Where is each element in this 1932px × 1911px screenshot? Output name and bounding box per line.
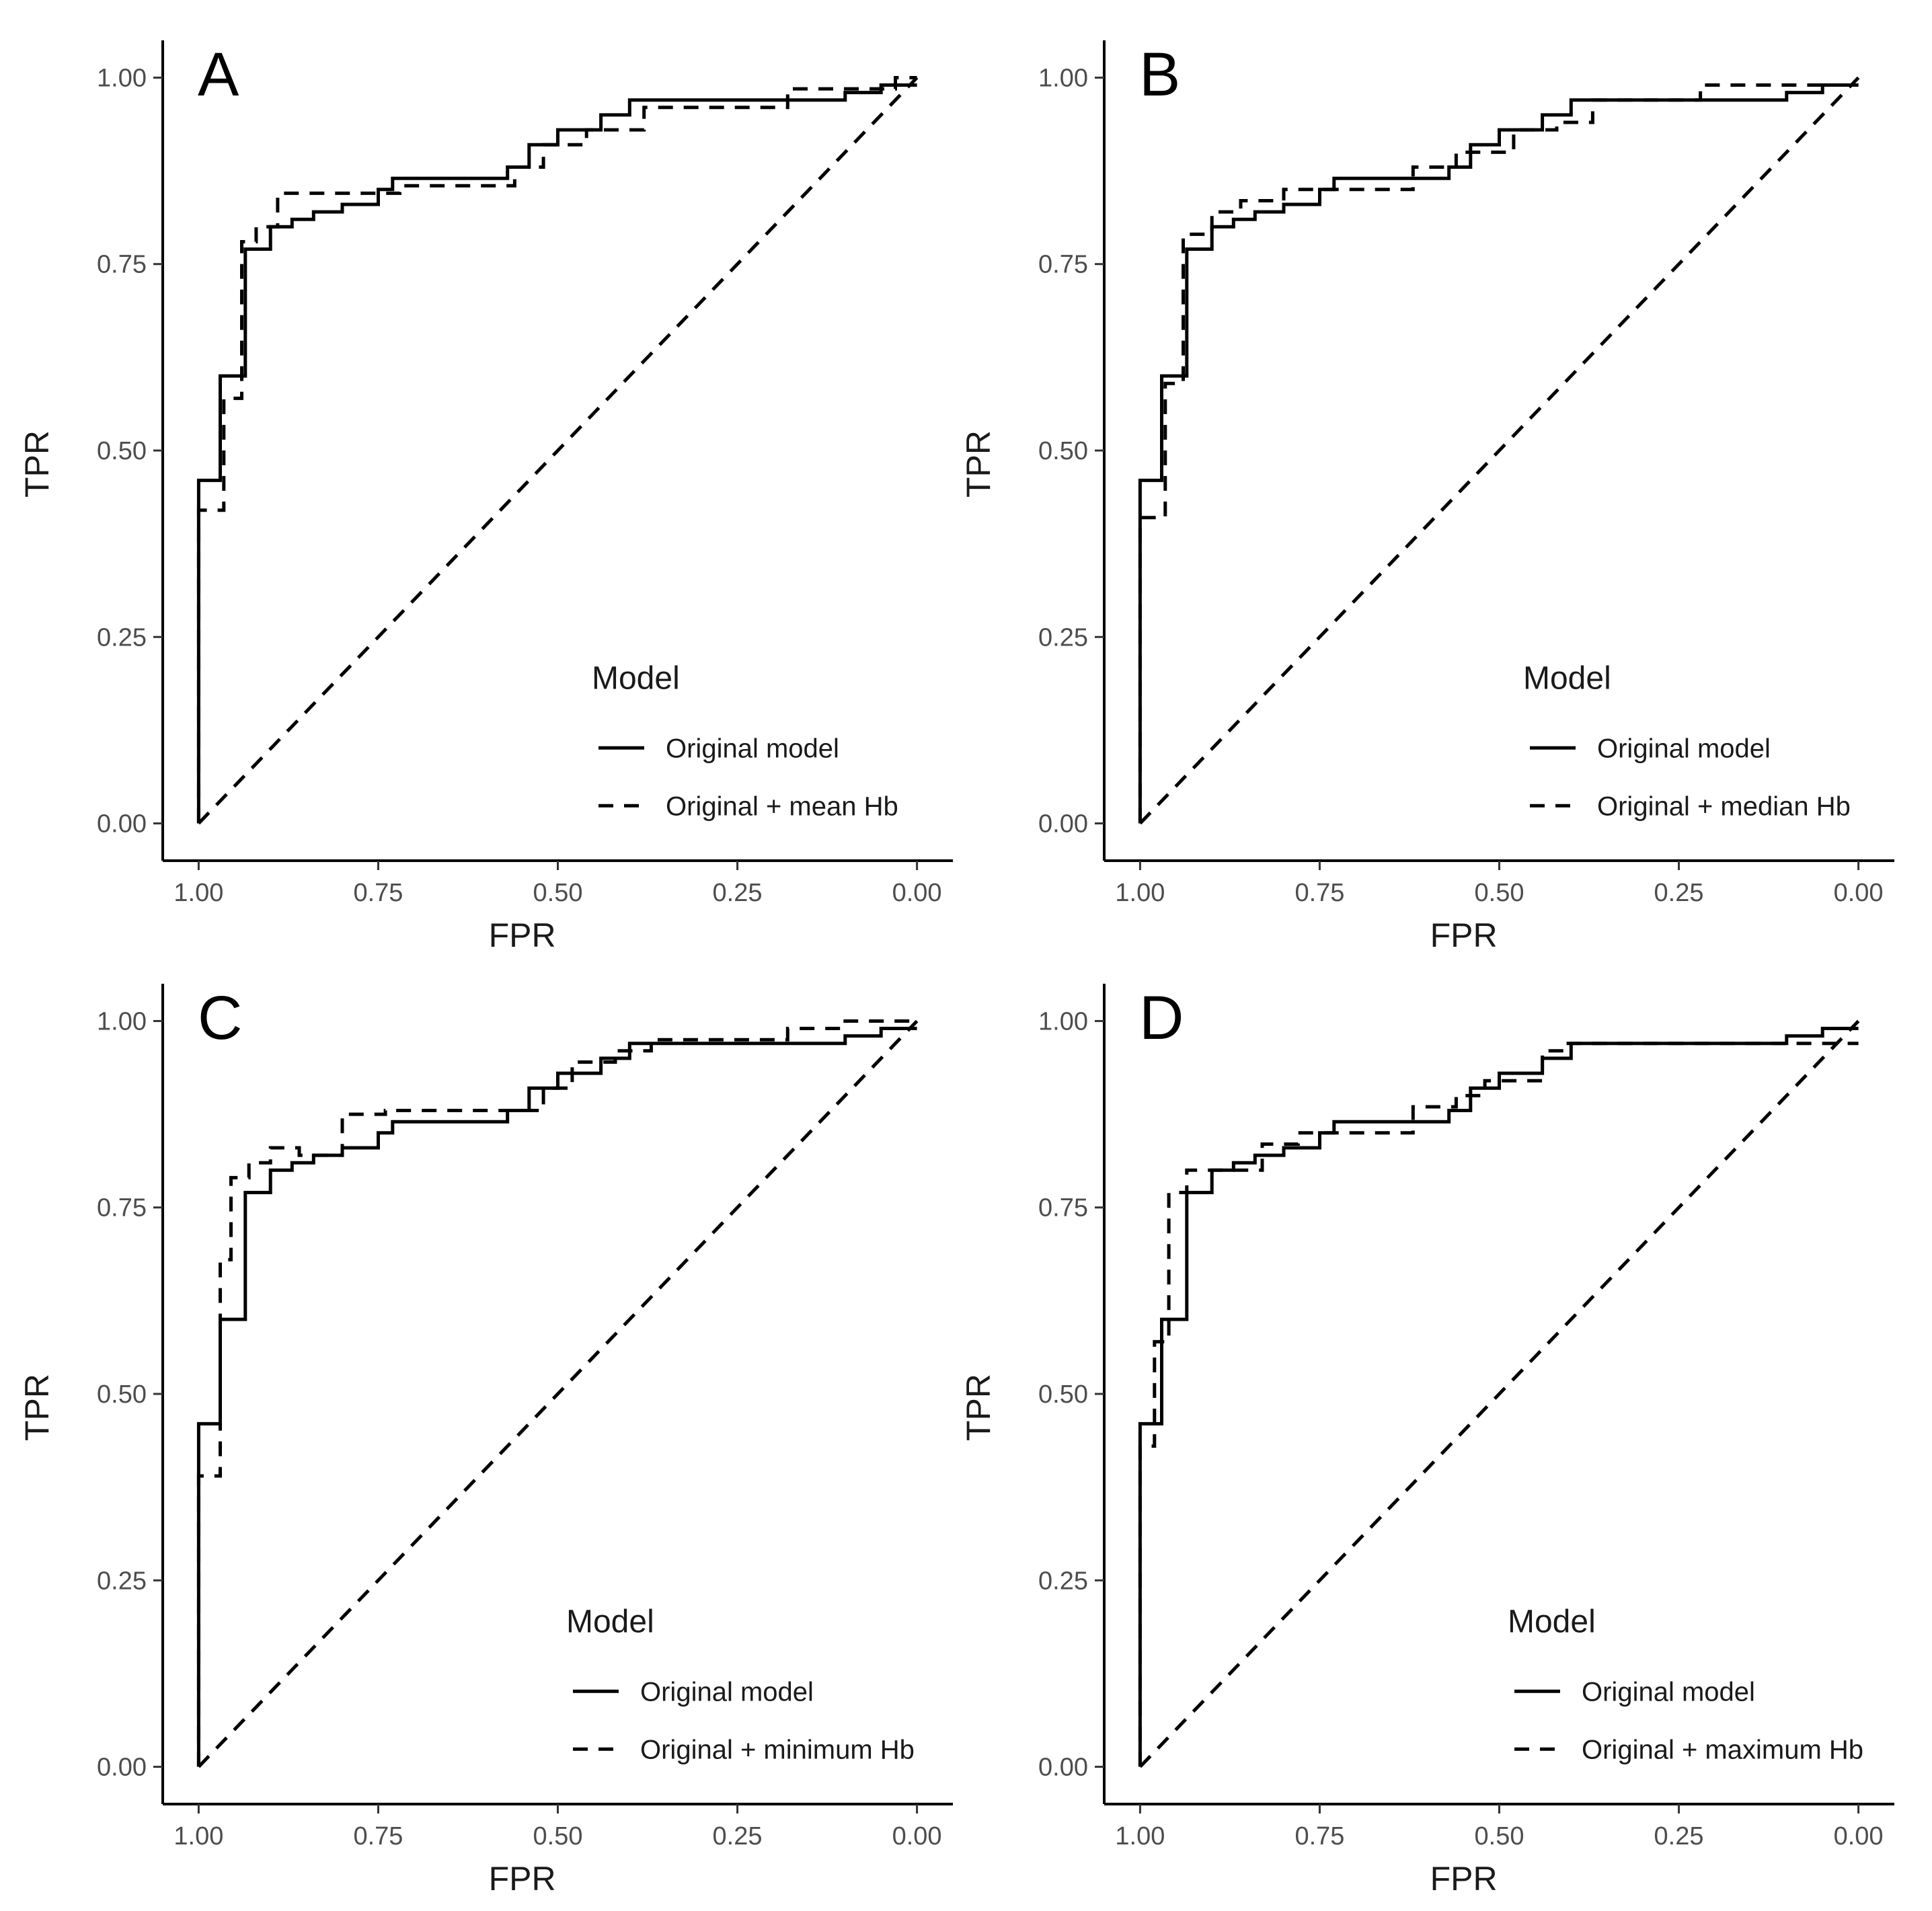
legend-label: Original model bbox=[1582, 1677, 1755, 1707]
legend-title: Model bbox=[592, 660, 680, 696]
panel-d: 1.00 0.75 0.50 0.25 0.00 0.00 0.25 0.50 0.75 1.00… bbox=[960, 984, 1894, 1898]
x-tick-label: 0.50 bbox=[533, 879, 583, 907]
y-tick-label: 0.75 bbox=[1038, 1194, 1088, 1222]
legend-label: Original + maximum Hb bbox=[1582, 1735, 1863, 1764]
series-augmented-model-line bbox=[1138, 83, 1859, 824]
chance-diagonal-line bbox=[1138, 76, 1860, 825]
x-tick-label: 0.25 bbox=[1654, 879, 1704, 907]
legend-title: Model bbox=[566, 1604, 654, 1639]
panel-b: 1.00 0.75 0.50 0.25 0.00 0.00 0.25 0.50 0.75 1.00… bbox=[960, 40, 1894, 954]
panel-c: 1.00 0.75 0.50 0.25 0.00 0.00 0.25 0.50 0.75 1.00… bbox=[18, 984, 953, 1898]
chance-diagonal-line bbox=[197, 76, 919, 825]
y-tick-label: 0.00 bbox=[1038, 810, 1088, 838]
y-tick-label: 0.25 bbox=[1038, 623, 1088, 652]
chance-diagonal-line bbox=[1138, 1019, 1860, 1768]
x-tick-label: 1.00 bbox=[1115, 879, 1165, 907]
y-tick-label: 0.50 bbox=[1038, 1380, 1088, 1409]
series-original-model-line bbox=[196, 1027, 917, 1767]
y-tick-label: 0.50 bbox=[97, 1380, 147, 1409]
x-tick-label: 0.75 bbox=[353, 1822, 403, 1850]
y-tick-label: 0.25 bbox=[97, 1567, 147, 1595]
x-axis-title: FPR bbox=[489, 916, 556, 954]
y-tick-label: 0.25 bbox=[97, 623, 147, 652]
y-tick-label: 0.50 bbox=[1038, 437, 1088, 465]
legend: Model Original model Original + median Hb bbox=[1523, 660, 1851, 821]
y-tick-label: 0.75 bbox=[1038, 251, 1088, 279]
y-tick-label: 0.00 bbox=[97, 1754, 147, 1782]
legend: Model Original model Original + minimum Hb bbox=[566, 1604, 915, 1764]
x-axis-title: FPR bbox=[489, 1860, 556, 1898]
legend: Model Original model Original + mean Hb bbox=[592, 660, 898, 821]
legend-title: Model bbox=[1523, 660, 1611, 696]
x-tick-label: 0.25 bbox=[713, 1822, 763, 1850]
legend-label: Original + median Hb bbox=[1597, 791, 1851, 821]
y-tick-label: 0.00 bbox=[97, 810, 147, 838]
y-tick-label: 0.75 bbox=[97, 251, 147, 279]
y-axis-title: TPR bbox=[960, 430, 997, 498]
x-tick-label: 1.00 bbox=[1115, 1822, 1165, 1850]
x-tick-label: 0.00 bbox=[892, 879, 942, 907]
x-tick-label: 0.00 bbox=[1834, 1822, 1884, 1850]
panel-letter: A bbox=[198, 40, 239, 109]
y-axis-title: TPR bbox=[18, 430, 56, 498]
x-tick-label: 0.75 bbox=[1295, 879, 1344, 907]
legend-label: Original model bbox=[666, 734, 839, 763]
x-tick-label: 0.25 bbox=[713, 879, 763, 907]
legend-label: Original + minimum Hb bbox=[640, 1735, 915, 1764]
x-tick-label: 0.00 bbox=[892, 1822, 942, 1850]
series-augmented-model-line bbox=[1138, 1042, 1859, 1767]
x-tick-label: 0.75 bbox=[1295, 1822, 1344, 1850]
panel-a: 1.00 0.75 0.50 0.25 0.00 0.00 0.25 0.50 0.75 1.00… bbox=[18, 40, 953, 954]
x-tick-label: 0.25 bbox=[1654, 1822, 1704, 1850]
x-tick-label: 1.00 bbox=[173, 879, 223, 907]
y-tick-label: 1.00 bbox=[97, 64, 147, 92]
y-tick-label: 0.50 bbox=[97, 437, 147, 465]
y-tick-label: 1.00 bbox=[1038, 64, 1088, 92]
x-tick-label: 0.75 bbox=[353, 879, 403, 907]
legend-title: Model bbox=[1508, 1604, 1596, 1639]
x-tick-label: 0.50 bbox=[1475, 879, 1524, 907]
x-axis-title: FPR bbox=[1430, 1860, 1498, 1898]
x-axis-title: FPR bbox=[1430, 916, 1498, 954]
series-original-model-line bbox=[196, 83, 917, 824]
legend: Model Original model Original + maximum Hb bbox=[1508, 1604, 1863, 1764]
panel-letter: C bbox=[198, 984, 242, 1052]
y-tick-label: 1.00 bbox=[1038, 1007, 1088, 1036]
y-tick-label: 0.25 bbox=[1038, 1567, 1088, 1595]
series-augmented-model-line bbox=[196, 1019, 917, 1767]
y-tick-label: 0.75 bbox=[97, 1194, 147, 1222]
panel-letter: B bbox=[1139, 40, 1180, 109]
x-tick-label: 0.00 bbox=[1834, 879, 1884, 907]
legend-label: Original model bbox=[1597, 734, 1771, 763]
y-tick-label: 1.00 bbox=[97, 1007, 147, 1036]
y-tick-label: 0.00 bbox=[1038, 1754, 1088, 1782]
y-axis-title: TPR bbox=[18, 1374, 56, 1441]
x-tick-label: 0.50 bbox=[1475, 1822, 1524, 1850]
chance-diagonal-line bbox=[197, 1019, 919, 1768]
legend-label: Original + mean Hb bbox=[666, 791, 898, 821]
y-axis-title: TPR bbox=[960, 1374, 997, 1441]
panel-letter: D bbox=[1139, 984, 1184, 1052]
x-tick-label: 0.50 bbox=[533, 1822, 583, 1850]
series-augmented-model-line bbox=[196, 76, 917, 824]
legend-label: Original model bbox=[640, 1677, 814, 1707]
x-tick-label: 1.00 bbox=[173, 1822, 223, 1850]
